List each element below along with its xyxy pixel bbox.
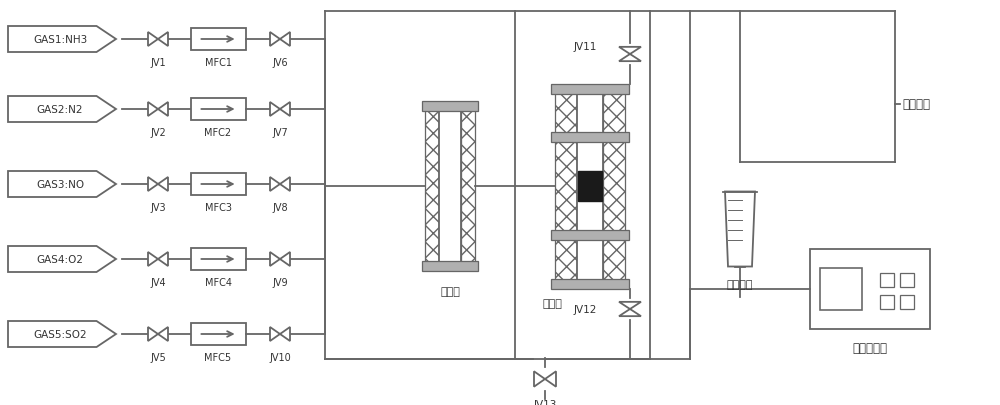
Bar [461,107,475,266]
Text: JV3: JV3 [150,202,166,213]
Text: 混合器: 混合器 [440,286,460,296]
Bar [191,248,246,270]
Text: GAS3:NO: GAS3:NO [36,179,84,190]
Bar [578,172,602,202]
Bar [810,249,930,329]
Text: 尾气处理: 尾气处理 [902,98,930,111]
Text: 反应器: 反应器 [542,298,562,308]
Text: JV8: JV8 [272,202,288,213]
Text: GAS1:NH3: GAS1:NH3 [33,35,87,45]
Text: 磷酸溶液: 磷酸溶液 [727,279,753,289]
Text: MFC3: MFC3 [205,202,232,213]
Text: MFC5: MFC5 [204,352,232,362]
Bar [555,89,577,284]
Text: JV9: JV9 [272,277,288,287]
Text: MFC1: MFC1 [205,58,232,68]
Bar [551,279,629,289]
Text: JV10: JV10 [269,352,291,362]
Bar [603,89,625,284]
Text: GAS2:N2: GAS2:N2 [37,105,83,115]
Text: JV13: JV13 [533,399,557,405]
Bar [191,323,246,345]
Bar [900,295,914,309]
Text: JV4: JV4 [150,277,166,287]
Bar [191,99,246,121]
Bar [900,273,914,287]
Text: JV7: JV7 [272,128,288,138]
Bar [880,273,894,287]
Text: 烟气分析仪: 烟气分析仪 [852,341,888,354]
Text: GAS4:O2: GAS4:O2 [37,254,84,264]
Bar [422,261,478,271]
Bar [551,84,629,94]
Text: JV6: JV6 [272,58,288,68]
Text: JV1: JV1 [150,58,166,68]
Bar [191,29,246,51]
Text: MFC4: MFC4 [205,277,232,287]
Bar [880,295,894,309]
Bar [577,89,603,284]
Bar [820,269,862,310]
Bar [425,107,439,266]
Bar [191,174,246,196]
Bar [439,107,461,266]
Bar [551,230,629,240]
Text: MFC2: MFC2 [204,128,232,138]
Text: GAS5:SO2: GAS5:SO2 [33,329,87,339]
Text: JV2: JV2 [150,128,166,138]
Text: JV5: JV5 [150,352,166,362]
Bar [551,133,629,143]
Text: JV12: JV12 [573,304,597,314]
Text: JV11: JV11 [573,42,597,52]
Bar [422,102,478,112]
